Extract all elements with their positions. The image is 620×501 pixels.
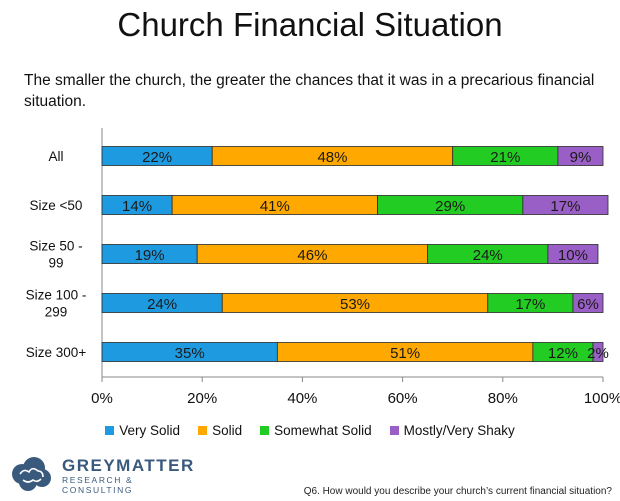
- bar-segment-mostly-very-shaky: [557, 146, 604, 166]
- legend-item: Solid: [198, 423, 242, 438]
- category-label: Size 50 - 99: [29, 239, 82, 271]
- category-label: Size 300+: [26, 345, 87, 360]
- legend-swatch: [198, 426, 208, 435]
- data-label: 35%: [175, 345, 205, 362]
- bar-segment-mostly-very-shaky: [522, 195, 609, 215]
- data-label: 14%: [122, 198, 152, 215]
- category-label: Size <50: [30, 198, 83, 213]
- x-tick-label: 20%: [187, 390, 217, 407]
- data-label: 21%: [490, 149, 520, 166]
- data-label: 51%: [390, 345, 420, 362]
- data-label: 10%: [558, 247, 588, 264]
- category-label-line: 299: [45, 305, 68, 320]
- legend-item: Somewhat Solid: [260, 423, 372, 438]
- data-label: 29%: [435, 198, 465, 215]
- logo-tagline: RESEARCH & CONSULTING: [62, 475, 134, 495]
- data-label: 2%: [587, 345, 609, 362]
- data-label: 24%: [473, 247, 503, 264]
- x-tick-label: 40%: [287, 390, 317, 407]
- data-label: 46%: [297, 247, 327, 264]
- category-label-line: Size 100 -: [26, 288, 87, 303]
- legend-label: Very Solid: [119, 423, 181, 438]
- data-label: 22%: [142, 149, 172, 166]
- category-label-line: All: [48, 149, 63, 164]
- data-label: 19%: [135, 247, 165, 264]
- category-label-line: Size 300+: [26, 345, 87, 360]
- data-label: 48%: [317, 149, 347, 166]
- stacked-bar-chart: 0% 20% 40% 60% 80% 100% All Size <50 Size 50 - 99…: [26, 128, 620, 407]
- legend-swatch: [260, 426, 270, 435]
- category-label: All: [48, 149, 63, 164]
- x-tick-label: 100%: [584, 390, 620, 407]
- data-label: 41%: [260, 198, 290, 215]
- legend-label: Mostly/Very Shaky: [403, 423, 515, 438]
- data-label: 12%: [548, 345, 578, 362]
- data-label: 6%: [577, 296, 599, 313]
- greymatter-logo: GREYMATTER RESEARCH & CONSULTING: [8, 456, 208, 498]
- legend-label: Solid: [212, 423, 243, 438]
- chart-title: Church Financial Situation: [117, 6, 503, 43]
- category-label: Size 100 - 299: [26, 288, 87, 320]
- bar-segment-mostly-very-shaky: [572, 293, 604, 313]
- legend-swatch: [105, 426, 115, 435]
- footer-question: Q6. How would you describe your church’s…: [303, 486, 612, 497]
- category-label-line: Size 50 -: [29, 239, 82, 254]
- data-label: 17%: [550, 198, 580, 215]
- chart-subtitle: The smaller the church, the greater the …: [24, 72, 595, 110]
- brain-cloud-icon: [12, 457, 51, 491]
- category-label-line: Size <50: [30, 198, 83, 213]
- x-tick-label: 0%: [91, 390, 113, 407]
- x-tick-label: 60%: [388, 390, 418, 407]
- data-label: 53%: [340, 296, 370, 313]
- legend-item: Mostly/Very Shaky: [389, 423, 515, 438]
- chart-legend: Very Solid Solid Somewhat Solid Mostly/Very…: [0, 423, 620, 438]
- data-label: 9%: [570, 149, 592, 166]
- x-tick-label: 80%: [488, 390, 518, 407]
- logo-name: GREYMATTER: [62, 456, 195, 475]
- data-label: 24%: [147, 296, 177, 313]
- data-label: 17%: [515, 296, 545, 313]
- legend-item: Very Solid: [105, 423, 180, 438]
- legend-label: Somewhat Solid: [274, 423, 372, 438]
- bar-segment-mostly-very-shaky: [547, 244, 599, 264]
- bar-segment-mostly-very-shaky: [592, 342, 604, 362]
- category-label-line: 99: [48, 256, 63, 271]
- legend-swatch: [389, 426, 399, 435]
